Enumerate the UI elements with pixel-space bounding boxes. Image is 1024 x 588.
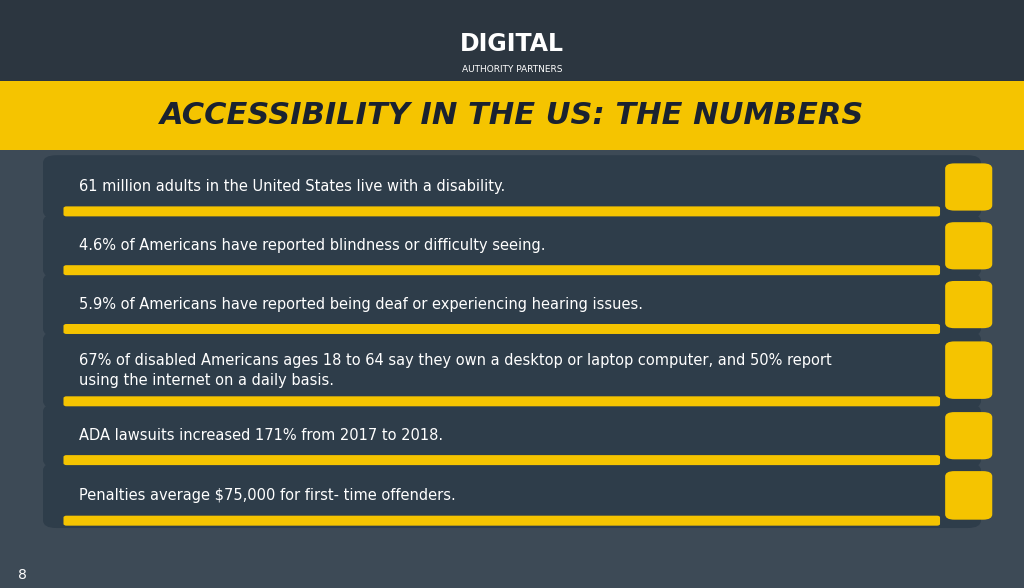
Text: DIGITAL: DIGITAL xyxy=(460,32,564,56)
FancyBboxPatch shape xyxy=(43,463,981,528)
FancyBboxPatch shape xyxy=(945,471,992,520)
Text: Penalties average $75,000 for first- time offenders.: Penalties average $75,000 for first- tim… xyxy=(79,488,456,503)
FancyBboxPatch shape xyxy=(63,324,940,334)
Bar xyxy=(0,81,1024,150)
FancyBboxPatch shape xyxy=(43,404,981,467)
FancyBboxPatch shape xyxy=(43,214,981,278)
FancyBboxPatch shape xyxy=(945,412,992,459)
Text: 4.6% of Americans have reported blindness or difficulty seeing.: 4.6% of Americans have reported blindnes… xyxy=(79,238,546,253)
Text: 8: 8 xyxy=(18,568,28,582)
FancyBboxPatch shape xyxy=(63,455,940,465)
FancyBboxPatch shape xyxy=(945,342,992,399)
Text: ACCESSIBILITY IN THE US: THE NUMBERS: ACCESSIBILITY IN THE US: THE NUMBERS xyxy=(160,101,864,130)
Text: 5.9% of Americans have reported being deaf or experiencing hearing issues.: 5.9% of Americans have reported being de… xyxy=(79,297,643,312)
FancyBboxPatch shape xyxy=(63,206,940,216)
FancyBboxPatch shape xyxy=(945,281,992,328)
Text: 67% of disabled Americans ages 18 to 64 say they own a desktop or laptop compute: 67% of disabled Americans ages 18 to 64 … xyxy=(79,353,831,387)
FancyBboxPatch shape xyxy=(43,332,981,409)
FancyBboxPatch shape xyxy=(63,265,940,275)
FancyBboxPatch shape xyxy=(43,273,981,336)
Text: 61 million adults in the United States live with a disability.: 61 million adults in the United States l… xyxy=(79,179,505,195)
Text: ADA lawsuits increased 171% from 2017 to 2018.: ADA lawsuits increased 171% from 2017 to… xyxy=(79,428,443,443)
Text: AUTHORITY PARTNERS: AUTHORITY PARTNERS xyxy=(462,65,562,74)
Bar xyxy=(0,0,1024,106)
FancyBboxPatch shape xyxy=(63,396,940,406)
FancyBboxPatch shape xyxy=(945,163,992,211)
FancyBboxPatch shape xyxy=(43,155,981,219)
FancyBboxPatch shape xyxy=(63,516,940,526)
FancyBboxPatch shape xyxy=(945,222,992,269)
